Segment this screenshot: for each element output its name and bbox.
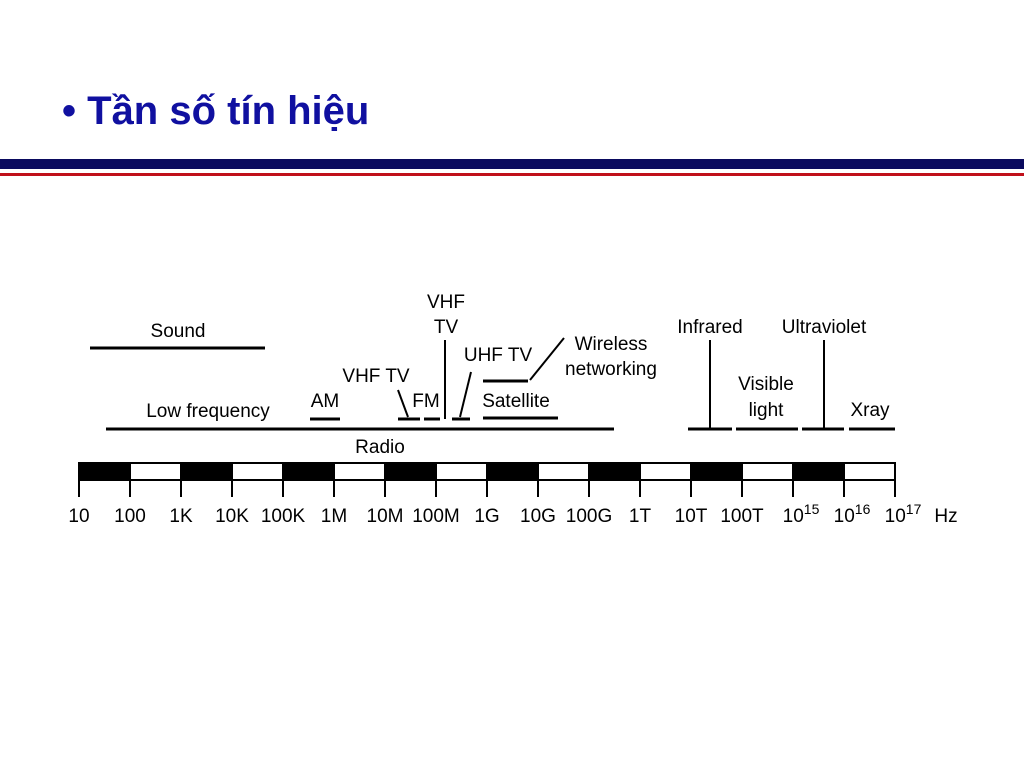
tick-label: 100T (720, 506, 764, 527)
label: Visible (738, 374, 794, 395)
tick-exp: 17 (906, 501, 922, 517)
spectrum-segment (639, 462, 692, 481)
tick-label: 1G (474, 506, 499, 527)
spectrum-segment (486, 462, 539, 481)
spectrum-segment (537, 462, 590, 481)
tick-label: 10G (520, 506, 556, 527)
spectrum-segment (78, 462, 131, 481)
label: VHF TV (342, 366, 410, 387)
pointer (397, 389, 409, 418)
spectrum-segment (792, 462, 845, 481)
tick-label: 1T (629, 506, 652, 527)
spectrum-segment (588, 462, 641, 481)
header-band (0, 159, 1024, 169)
label: Infrared (677, 317, 742, 338)
label: light (749, 400, 785, 421)
spectrum-labels: Sound Low frequency Radio AM VHF TV FM V… (90, 292, 895, 458)
tick-label: 10T (675, 506, 708, 527)
pointer (459, 371, 472, 418)
label: Radio (355, 437, 405, 458)
label: UHF TV (464, 345, 533, 366)
tick-label: 1016 (834, 501, 871, 527)
label: Ultraviolet (782, 317, 867, 338)
tick-label: 100K (261, 506, 306, 527)
tick-base: 10 (885, 506, 906, 527)
tick-base: 10 (834, 506, 855, 527)
label: Low frequency (146, 401, 270, 422)
tick-label: 1015 (783, 501, 820, 527)
tick-label: 1M (321, 506, 347, 527)
tick-exp: 15 (804, 501, 820, 517)
label: FM (412, 391, 439, 412)
tick-label: 10K (215, 506, 249, 527)
tick-label: 10 (68, 506, 89, 527)
label: Sound (151, 321, 206, 342)
spectrum-segment (741, 462, 794, 481)
label: TV (434, 317, 459, 338)
label: networking (565, 359, 657, 380)
spectrum-segment (843, 462, 896, 481)
tick-label: 100G (566, 506, 612, 527)
spectrum-segment (690, 462, 743, 481)
pointer (529, 337, 565, 381)
label: Wireless (575, 334, 648, 355)
tick-label: 10M (367, 506, 404, 527)
header-rule (0, 173, 1024, 176)
label: Satellite (482, 391, 550, 412)
tick-label: 100 (114, 506, 146, 527)
tick-label: 100M (412, 506, 460, 527)
spectrum-segment (435, 462, 488, 481)
tick-exp: 16 (855, 501, 871, 517)
unit-label: Hz (934, 506, 957, 527)
spectrum-segment (282, 462, 335, 481)
spectrum-segment (231, 462, 284, 481)
label: Xray (850, 400, 890, 421)
tick-base: 10 (783, 506, 804, 527)
slide-title: • Tần số tín hiệu (62, 89, 369, 133)
spectrum-segment (129, 462, 182, 481)
tick-label: 1K (169, 506, 193, 527)
spectrum-segment (333, 462, 386, 481)
label: VHF (427, 292, 465, 313)
spectrum-segment (180, 462, 233, 481)
spectrum-segment (384, 462, 437, 481)
label: AM (311, 391, 340, 412)
tick-label: 1017 (885, 501, 922, 527)
